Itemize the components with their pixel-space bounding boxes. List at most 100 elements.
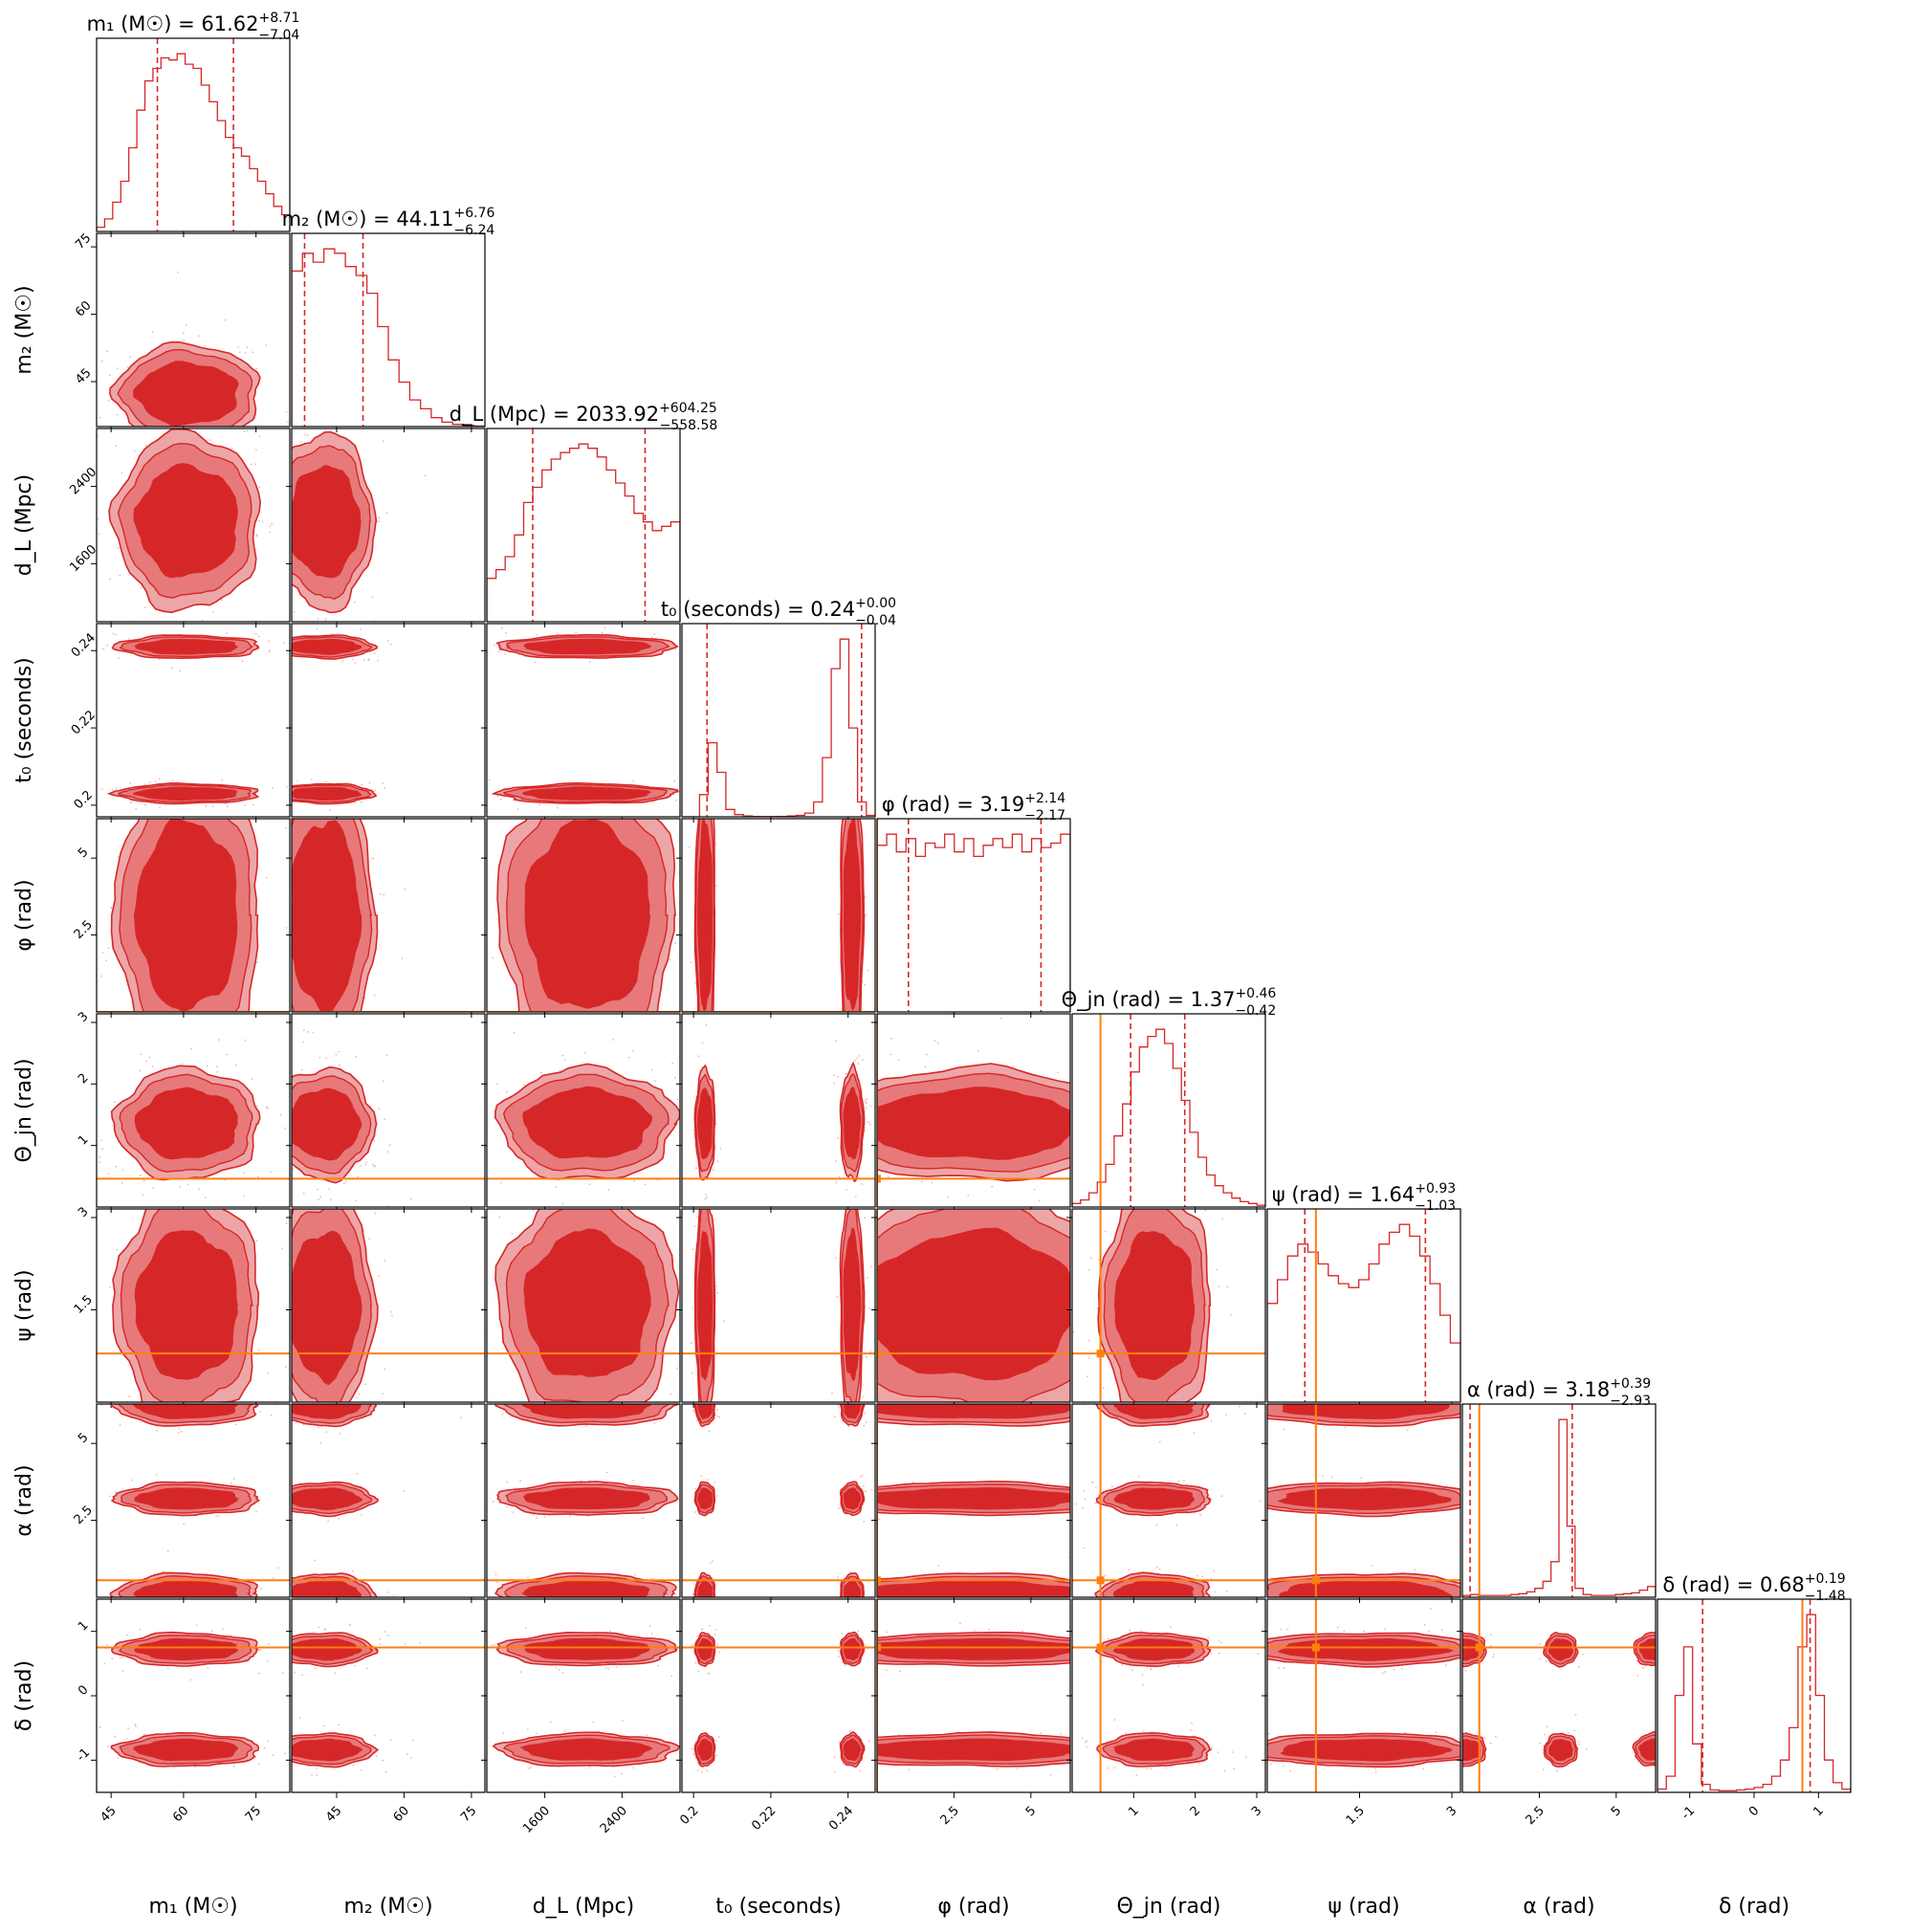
xtick-label-4-0: 2.5	[938, 1804, 962, 1828]
contour-inner-3-2-1	[523, 638, 652, 655]
histogram-0	[97, 53, 290, 231]
ytick-label-3-0: 0.2	[72, 788, 96, 812]
axes-frame-7-3	[681, 1403, 876, 1598]
histogram-6	[1267, 1223, 1460, 1402]
cell-6-0: 1.53	[72, 1204, 291, 1408]
contour-inner-2-0-0	[133, 463, 238, 579]
contour-inner-6-1-0	[292, 1230, 362, 1386]
panel-title-4: φ (rad) = 3.19+2.14 −2.17	[882, 791, 1065, 823]
cell-5-0: 1 2 3	[76, 1009, 291, 1213]
contour-inner-8-7-0	[1548, 1739, 1574, 1762]
contour-inner-3-0-0	[132, 786, 238, 801]
contour-inner-7-5-1	[1112, 1579, 1195, 1597]
contour-inner-8-7-1	[1548, 1638, 1574, 1661]
contour-inner-6-3-1	[843, 1227, 862, 1382]
xaxis-label-0: m₁ (M☉)	[148, 1895, 237, 1919]
xtick-label-3-2: 0.24	[826, 1804, 856, 1833]
contour-inner-8-4-1	[877, 1637, 1070, 1660]
contour-inner-8-3-2	[843, 1738, 862, 1761]
axes-frame-4-1	[291, 818, 486, 1013]
truth-marker-8-5	[1096, 1643, 1105, 1652]
contour-inner-7-4-1	[877, 1580, 1070, 1597]
truth-marker-7-4	[877, 1576, 881, 1585]
cell-2-2: d_L (Mpc) = 2033.92+604.25 −558.58	[450, 401, 718, 627]
ytick-label-1-2: 75	[73, 231, 94, 252]
cell-4-3	[676, 818, 876, 1018]
axes-frame-5-2	[486, 1013, 681, 1208]
axes-frame-7-7	[1461, 1403, 1657, 1598]
contour-inner-7-3-4	[843, 1580, 862, 1597]
ytick-label-4-0: 2.5	[72, 918, 96, 942]
xtick-label-4-1: 5	[1023, 1804, 1039, 1819]
contour-inner-8-6-1	[1277, 1637, 1454, 1661]
histogram-5	[1072, 1028, 1265, 1207]
cell-5-3	[676, 1013, 876, 1213]
cell-6-4	[871, 1208, 1071, 1408]
cell-0-0: m₁ (M☉) = 61.62+8.71 −7.04	[87, 11, 299, 237]
contour-inner-8-3-3	[843, 1637, 862, 1660]
cell-6-6: ψ (rad) = 1.64+0.93 −1.03	[1266, 1181, 1461, 1408]
axes-frame-6-0	[96, 1208, 291, 1403]
axes-frame-1-0	[96, 232, 291, 428]
xtick-label-2-0: 1600	[520, 1804, 553, 1836]
axes-frame-2-1	[291, 428, 486, 623]
cell-7-3	[676, 1403, 876, 1603]
yaxis-label-7: α (rad)	[12, 1464, 36, 1536]
contour-inner-8-7-4	[1638, 1738, 1656, 1761]
ytick-label-7-1: 5	[76, 1431, 91, 1446]
contour-inner-8-4-0	[877, 1738, 1070, 1762]
contour-inner-7-3-2	[697, 1404, 714, 1419]
panel-title-2: d_L (Mpc) = 2033.92+604.25 −558.58	[450, 401, 718, 433]
ytick-label-2-1: 2400	[67, 465, 99, 497]
xtick-label-7-1: 5	[1609, 1804, 1624, 1819]
contour-inner-8-7-2	[1462, 1739, 1482, 1762]
panel-title-6: ψ (rad) = 1.64+0.93 −1.03	[1272, 1181, 1456, 1214]
xaxis-label-1: m₂ (M☉)	[343, 1895, 432, 1919]
cell-4-0: 2.55	[72, 818, 291, 1018]
contour-inner-8-1-1	[292, 1637, 363, 1661]
axes-frame-6-2	[486, 1208, 681, 1403]
histogram-3	[682, 638, 875, 817]
axes-frame-3-3	[681, 623, 876, 818]
xtick-label-0-2: 75	[243, 1804, 264, 1825]
contour-inner-6-3-0	[697, 1230, 714, 1382]
axes-frame-4-2	[486, 818, 681, 1013]
contour-inner-3-2-0	[522, 786, 651, 801]
axes-frame-5-5	[1071, 1013, 1266, 1208]
histogram-8	[1658, 1614, 1851, 1792]
xtick-label-3-0: 0.2	[677, 1804, 701, 1828]
axes-frame-7-5	[1071, 1403, 1266, 1598]
cell-6-1	[286, 1208, 486, 1408]
panel-title-5: Θ_jn (rad) = 1.37+0.46 −0.42	[1062, 986, 1277, 1019]
contour-inner-7-0-0	[134, 1487, 240, 1510]
contour-inner-2-1-0	[292, 465, 362, 579]
axes-frame-3-0	[96, 623, 291, 818]
histogram-7	[1462, 1418, 1656, 1597]
truth-marker-6-4	[877, 1350, 881, 1358]
axes-frame-5-3	[681, 1013, 876, 1208]
contour-inner-8-1-0	[292, 1738, 363, 1762]
ytick-label-3-2: 0.24	[69, 630, 99, 660]
contour-inner-6-5-0	[1113, 1231, 1196, 1381]
xtick-label-2-1: 2400	[598, 1804, 630, 1836]
axes-frame-3-2	[486, 623, 681, 818]
xaxis-label-5: Θ_jn (rad)	[1116, 1895, 1220, 1919]
cell-7-4	[871, 1403, 1071, 1603]
cell-3-3: t₀ (seconds) = 0.24+0.00 −0.04	[661, 596, 896, 823]
cell-8-0: 45 60 75 -1 0 1	[74, 1598, 291, 1825]
truth-marker-8-4	[877, 1643, 881, 1652]
yaxis-label-6: ψ (rad)	[12, 1269, 36, 1341]
cell-8-1: 45 60 75	[286, 1598, 486, 1825]
contour-inner-7-1-0	[292, 1487, 363, 1510]
cell-7-2	[481, 1403, 681, 1603]
xaxis-label-7: α (rad)	[1523, 1895, 1594, 1919]
ytick-label-8-1: 0	[76, 1682, 91, 1698]
cell-3-0: 0.2 0.22 0.24	[69, 623, 291, 823]
contour-inner-5-2-0	[522, 1086, 653, 1159]
contour-inner-5-0-0	[134, 1087, 238, 1160]
contour-inner-8-2-1	[523, 1637, 650, 1660]
contour-inner-7-6-2	[1282, 1404, 1450, 1419]
axes-frame-4-0	[96, 818, 291, 1013]
xtick-label-1-1: 60	[391, 1804, 412, 1825]
xtick-label-5-1: 2	[1188, 1804, 1203, 1819]
